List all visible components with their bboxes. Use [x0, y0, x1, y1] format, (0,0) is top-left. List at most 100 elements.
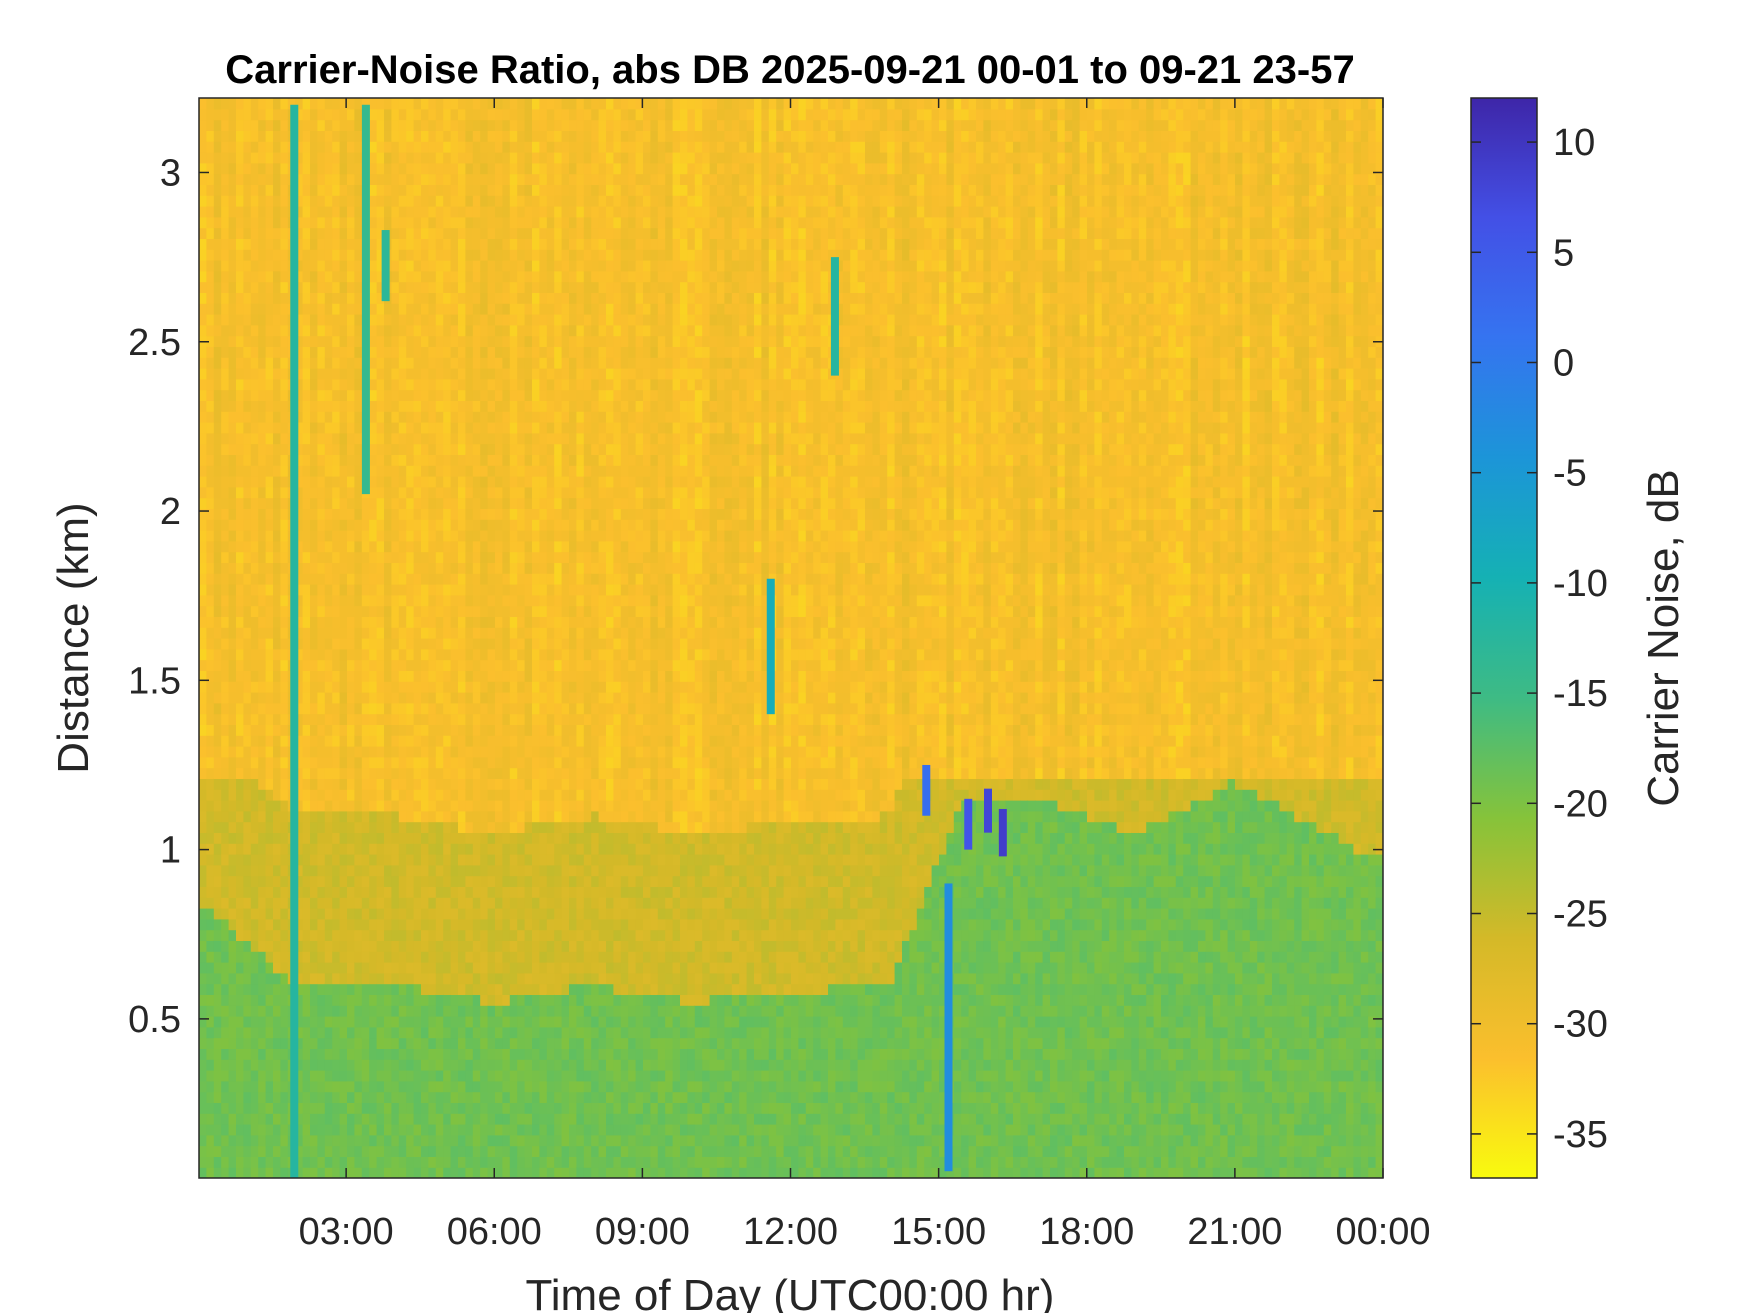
heatmap-cell — [213, 1102, 222, 1114]
heatmap-cell — [243, 292, 252, 304]
heatmap-cell — [280, 497, 289, 509]
heatmap-cell — [472, 854, 481, 866]
heatmap-cell — [243, 303, 252, 315]
heatmap-cell — [258, 886, 267, 898]
heatmap-cell — [228, 497, 237, 509]
heatmap-cell — [199, 411, 207, 423]
heatmap-cell — [310, 1026, 318, 1039]
heatmap-cell — [413, 821, 422, 833]
heatmap-cell — [487, 497, 496, 509]
heatmap-cell — [539, 767, 548, 779]
heatmap-cell — [376, 670, 385, 682]
heatmap-cell — [213, 940, 222, 952]
heatmap-cell — [546, 551, 555, 563]
heatmap-cell — [509, 875, 518, 887]
heatmap-cell — [443, 746, 452, 758]
heatmap-cell — [317, 530, 326, 542]
heatmap-cell — [384, 519, 392, 531]
heatmap-cell — [250, 368, 259, 380]
heatmap-cell — [273, 152, 281, 164]
heatmap-cell — [228, 756, 237, 769]
heatmap-cell — [265, 152, 274, 164]
heatmap-cell — [280, 454, 289, 466]
heatmap-cell — [532, 400, 540, 412]
heatmap-cell — [480, 1059, 489, 1071]
heatmap-cell — [502, 756, 511, 769]
heatmap-cell — [384, 875, 392, 887]
heatmap-cell — [532, 584, 540, 596]
heatmap-cell — [369, 886, 378, 898]
heatmap-cell — [280, 1102, 289, 1114]
heatmap-cell — [398, 141, 407, 153]
heatmap-cell — [554, 108, 563, 121]
heatmap-cell — [250, 778, 259, 790]
heatmap-cell — [354, 983, 363, 995]
heatmap-cell — [347, 1037, 355, 1049]
heatmap-cell — [487, 1102, 496, 1114]
heatmap-cell — [369, 497, 378, 509]
heatmap-cell — [317, 616, 326, 628]
heatmap-cell — [250, 249, 259, 261]
heatmap-cell — [369, 206, 378, 218]
heatmap-cell — [435, 821, 444, 833]
heatmap-cell — [265, 1059, 274, 1071]
heatmap-cell — [391, 778, 400, 790]
heatmap-cell — [487, 454, 496, 466]
heatmap-cell — [369, 951, 378, 963]
heatmap-cell — [524, 292, 533, 304]
heatmap-cell — [428, 659, 437, 671]
heatmap-cell — [421, 594, 429, 607]
heatmap-cell — [295, 195, 304, 207]
heatmap-cell — [398, 670, 407, 682]
heatmap-cell — [258, 270, 267, 283]
heatmap-cell — [206, 1134, 215, 1147]
heatmap-cell — [347, 206, 355, 218]
heatmap-cell — [324, 886, 333, 898]
heatmap-cell — [317, 368, 326, 380]
heatmap-cell — [406, 411, 415, 423]
heatmap-cell — [213, 389, 222, 401]
heatmap-cell — [391, 1145, 400, 1157]
heatmap-cell — [376, 627, 385, 639]
heatmap-cell — [213, 1037, 222, 1049]
heatmap-cell — [546, 1091, 555, 1103]
heatmap-cell — [554, 702, 563, 715]
heatmap-cell — [228, 1070, 237, 1082]
heatmap-cell — [502, 1167, 511, 1178]
heatmap-cell — [317, 994, 326, 1006]
heatmap-cell — [228, 832, 237, 844]
heatmap-cell — [539, 1113, 548, 1125]
heatmap-cell — [398, 227, 407, 239]
heatmap-cell — [310, 152, 318, 164]
heatmap-cell — [517, 454, 526, 466]
heatmap-cell — [421, 378, 429, 391]
heatmap-cell — [376, 908, 385, 920]
heatmap-cell — [347, 832, 355, 844]
heatmap-cell — [524, 227, 533, 239]
heatmap-cell — [428, 670, 437, 682]
heatmap-cell — [517, 227, 526, 239]
heatmap-cell — [532, 519, 540, 531]
heatmap-cell — [532, 994, 540, 1006]
heatmap-cell — [354, 648, 363, 661]
heatmap-cell — [458, 972, 466, 985]
heatmap-cell — [517, 530, 526, 542]
heatmap-cell — [480, 303, 489, 315]
heatmap-cell — [539, 551, 548, 563]
heatmap-cell — [310, 476, 318, 488]
heatmap-cell — [465, 314, 474, 326]
heatmap-cell — [458, 627, 466, 639]
heatmap-cell — [221, 746, 230, 758]
heatmap-cell — [332, 141, 341, 153]
heatmap-cell — [421, 681, 429, 693]
heatmap-cell — [532, 735, 540, 747]
heatmap-cell — [480, 692, 489, 704]
heatmap-cell — [532, 411, 540, 423]
heatmap-cell — [376, 270, 385, 283]
heatmap-cell — [398, 465, 407, 477]
heatmap-cell — [295, 476, 304, 488]
heatmap-cell — [524, 400, 533, 412]
heatmap-cell — [428, 886, 437, 898]
heatmap-cell — [280, 810, 289, 823]
heatmap-cell — [339, 1156, 348, 1168]
